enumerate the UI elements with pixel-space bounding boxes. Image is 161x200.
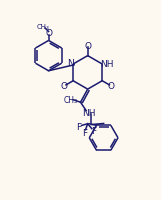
Text: NH: NH [101,60,114,69]
Text: O: O [84,42,91,51]
Text: O: O [60,81,67,90]
Text: F: F [91,127,96,136]
Text: O: O [108,82,115,91]
Text: O: O [45,29,52,38]
Text: F: F [76,122,81,131]
Text: CH₃: CH₃ [64,95,78,104]
Text: NH: NH [83,109,96,118]
Text: N: N [67,59,74,68]
Text: F: F [82,128,87,137]
Text: CH₃: CH₃ [36,23,49,29]
